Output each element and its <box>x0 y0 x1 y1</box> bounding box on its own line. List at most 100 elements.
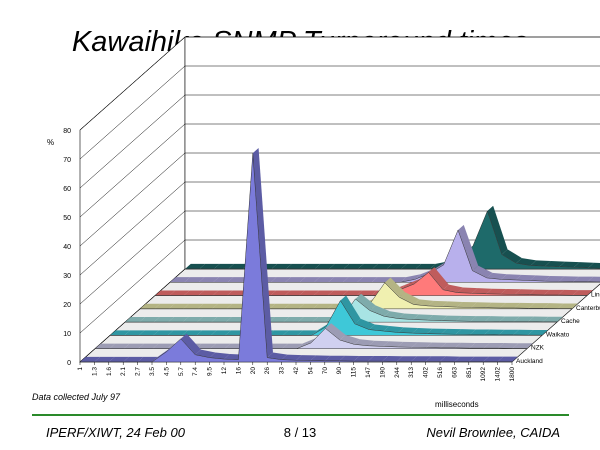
y-tick-label: 10 <box>63 331 71 338</box>
ribbon-top <box>183 303 204 309</box>
ribbon-top <box>487 205 508 255</box>
ribbon-top <box>470 316 491 322</box>
ribbon-top <box>310 355 331 361</box>
y-tick-label: 30 <box>63 273 71 280</box>
gridline <box>79 36 600 131</box>
ribbon-top <box>212 290 233 296</box>
ribbon-top <box>498 343 519 349</box>
ribbon-top <box>442 301 463 308</box>
ribbon-top <box>110 330 131 336</box>
x-tick-label: 20 <box>250 367 257 375</box>
gridline <box>79 152 600 247</box>
ribbon-top <box>197 317 218 323</box>
ribbon-top <box>299 290 320 296</box>
ribbon-top <box>530 260 551 267</box>
ribbon-top <box>125 317 146 323</box>
ribbon-top <box>384 311 405 319</box>
y-axis-label: % <box>47 138 54 147</box>
x-tick-label: 516 <box>437 367 444 378</box>
ribbon-top <box>357 263 378 269</box>
ribbon-top <box>425 356 446 362</box>
ribbon-top <box>557 303 578 309</box>
series-canterbury <box>140 277 578 310</box>
ribbon-top <box>297 317 318 323</box>
ribbon-top <box>483 356 504 362</box>
ribbon-top <box>383 325 404 333</box>
x-tick-label: 42 <box>293 367 300 375</box>
ribbon-top <box>528 303 549 309</box>
ribbon-top <box>300 263 321 269</box>
ribbon-top <box>456 302 477 308</box>
ribbon-top <box>327 290 348 296</box>
x-tick-label: 1800 <box>509 367 516 382</box>
ribbon-top <box>545 260 566 267</box>
ribbon-top <box>228 263 249 269</box>
y-tick-label: 0 <box>67 360 71 367</box>
ribbon-top <box>558 276 579 282</box>
ribbon-top <box>169 290 190 296</box>
ribbon-top <box>368 356 389 362</box>
ribbon-top <box>153 317 174 323</box>
ribbon-top <box>355 293 376 311</box>
ribbon-top <box>267 343 288 349</box>
x-tick-label: 244 <box>394 367 401 378</box>
x-tick-label: 3.5 <box>149 367 156 376</box>
ribbon-top <box>328 277 349 283</box>
ribbon-top <box>559 261 580 268</box>
ribbon-top <box>500 289 521 295</box>
ribbon-top <box>369 305 390 317</box>
ribbon-top <box>339 355 360 362</box>
x-tick-label: 313 <box>408 367 415 378</box>
ribbon-top <box>544 276 565 282</box>
ribbon-top <box>267 352 288 360</box>
ribbon-top <box>183 290 204 296</box>
ribbon-top <box>412 327 433 334</box>
ribbon-top <box>184 277 205 283</box>
legend-label: NZK <box>531 345 545 352</box>
x-tick-label: 26 <box>264 367 271 375</box>
ribbon-top <box>572 290 593 296</box>
ribbon-top <box>154 303 175 309</box>
ribbon-top <box>369 324 390 332</box>
ribbon-top <box>284 303 305 309</box>
ribbon-top <box>573 276 594 282</box>
ribbon-top <box>413 314 434 321</box>
ribbon-top <box>285 277 306 283</box>
x-tick-label: 1.3 <box>91 367 98 376</box>
ribbon-top <box>339 334 360 345</box>
y-tick-label: 50 <box>63 215 71 222</box>
ribbon-top <box>384 277 405 298</box>
ribbon-top <box>155 290 176 296</box>
legend-label: Canterbury <box>576 305 600 312</box>
ribbon-top <box>469 343 490 349</box>
ribbon-top <box>140 303 161 309</box>
footer-divider <box>32 414 569 416</box>
ribbon-top <box>314 263 335 269</box>
y-tick-label: 40 <box>63 244 71 251</box>
ribbon-top <box>167 330 188 336</box>
legend-label: Waikato <box>546 331 570 338</box>
ribbon-top <box>573 262 594 268</box>
ribbon-top <box>226 303 247 309</box>
y-tick-label: 70 <box>63 157 71 164</box>
ribbon-top <box>470 329 491 335</box>
ribbon-top <box>284 290 305 296</box>
ribbon-top <box>329 263 350 269</box>
ribbon-top <box>285 263 306 269</box>
x-tick-label: 402 <box>423 367 430 378</box>
ribbon-top <box>227 277 248 283</box>
page-number: 8 / 13 <box>283 425 317 440</box>
ribbon-top <box>138 343 159 349</box>
ribbon-top <box>486 288 507 295</box>
ribbon-top <box>428 267 449 290</box>
ribbon-top <box>383 341 404 347</box>
ribbon-top <box>197 303 218 309</box>
ribbon-top <box>455 342 476 349</box>
ribbon-top <box>281 354 302 361</box>
y-tick-label: 80 <box>63 128 71 135</box>
ribbon-top <box>324 355 345 361</box>
ribbon-top <box>543 303 564 309</box>
ribbon-top <box>180 333 201 355</box>
y-tick-labels: 0 10 20 30 40 50 60 70 80 <box>63 128 71 367</box>
ribbon-top <box>153 330 174 336</box>
